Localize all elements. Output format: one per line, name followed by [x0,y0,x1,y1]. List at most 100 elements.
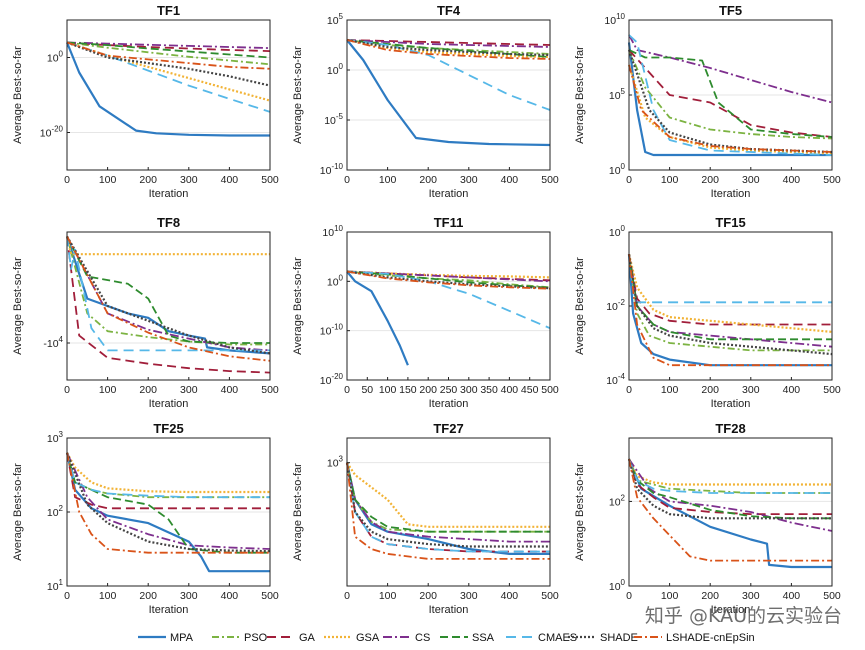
x-tick-label: 300 [742,590,760,602]
series-line-ssa [628,458,832,520]
plot-area [67,232,270,380]
x-tick-label: 500 [541,590,559,602]
series-line-mpa [65,236,271,355]
x-axis-label: Iteration [429,188,469,200]
x-tick-label: 100 [379,384,397,396]
x-tick-label: 400 [783,174,801,186]
x-tick-label: 50 [361,384,373,396]
series-line-gsa [627,64,833,155]
x-tick-label: 400 [221,384,239,396]
series-line-shade [66,41,271,87]
y-tick-label: 100 [47,50,64,65]
series-line-ga [628,458,832,515]
legend-label: SHADE [600,632,638,644]
legend-label: PSO [244,632,268,644]
legend-item-lshade-cnepsin: LSHADE-cnEpSin [634,632,755,644]
y-axis-label: Average Best-so-far [292,257,304,355]
series-line-pso [66,41,271,66]
series-line-gsa [66,41,271,102]
series-line-pso [66,236,270,346]
chart-title: TF25 [153,421,183,436]
series-line-shade [346,38,551,57]
y-tick-label: 103 [327,455,344,470]
series-line-mpa [627,42,832,157]
legend-label: GA [299,632,316,644]
x-tick-label: 300 [460,590,478,602]
y-tick-label: 1010 [604,12,625,27]
series-line-shade [66,235,271,355]
x-axis-label: Iteration [149,188,189,200]
y-tick-label: 10-20 [320,372,344,387]
series-line-mpa [65,42,270,137]
series-line-ga [66,452,270,510]
x-tick-label: 400 [221,174,239,186]
series-line-ssa [66,41,271,59]
chart-title: TF27 [433,421,463,436]
x-tick-label: 200 [701,384,719,396]
y-tick-label: 102 [47,504,64,519]
y-axis-label: Average Best-so-far [292,463,304,561]
series-line-ssa [628,49,833,138]
x-tick-label: 100 [661,174,679,186]
x-tick-label: 300 [180,174,198,186]
series-line-lshade-cnepsin [346,462,550,560]
x-tick-label: 500 [261,174,279,186]
y-axis-label: Average Best-so-far [12,257,24,355]
series-line-ssa [66,235,270,344]
y-tick-label: 10-10 [320,162,344,177]
x-tick-label: 300 [180,590,198,602]
x-tick-label: 200 [139,174,157,186]
x-tick-label: 400 [501,174,519,186]
x-tick-label: 500 [261,590,279,602]
x-axis-label: Iteration [429,604,469,616]
series-line-mpa [346,39,551,147]
y-axis-label: Average Best-so-far [574,463,586,561]
y-tick-label: 100 [327,62,344,77]
series-line-ga [628,254,832,326]
y-axis-label: Average Best-so-far [12,46,24,144]
legend-item-ga: GA [267,632,316,644]
x-tick-label: 500 [823,590,841,602]
x-tick-label: 200 [701,590,719,602]
x-axis-label: Iteration [711,398,751,410]
series-line-shade [627,458,832,520]
chart-title: TF8 [157,215,180,230]
x-tick-label: 0 [64,174,70,186]
x-tick-label: 200 [419,384,437,396]
chart-panel-tf5: 0 100 200 300 400 5001010105100TF5IterationAv… [574,3,841,200]
x-tick-label: 0 [344,590,350,602]
x-tick-label: 200 [139,384,157,396]
y-tick-label: -104 [43,335,63,350]
series-line-mpa [627,254,832,367]
series-line-lshade-cnepsin [66,452,270,554]
series-line-pso [628,49,833,140]
x-tick-label: 150 [399,384,417,396]
axes-frame [628,437,833,587]
plot-area [629,438,832,586]
y-tick-label: 101 [47,578,64,593]
x-tick-label: 100 [379,590,397,602]
x-tick-label: 250 [440,384,458,396]
y-tick-label: 103 [47,430,64,445]
x-tick-label: 400 [783,384,801,396]
x-tick-label: 100 [379,174,397,186]
chart-panel-tf11: 0 50 100 150 200 250 300 350 400 450 500101010010-… [292,215,559,410]
series-line-shade [65,452,271,553]
x-tick-label: 200 [419,590,437,602]
series-line-pso [628,458,832,494]
y-tick-label: 100 [609,224,626,239]
y-tick-label: 105 [609,87,626,102]
series-line-gsa [66,452,270,494]
chart-title: TF28 [715,421,745,436]
x-tick-label: 100 [661,590,679,602]
x-tick-label: 400 [783,590,801,602]
y-axis-label: Average Best-so-far [292,46,304,144]
chart-title: TF1 [157,3,180,18]
series-line-gsa [346,462,550,528]
legend-label: SSA [472,632,495,644]
x-tick-label: 100 [661,384,679,396]
series-line-cmaes [346,39,551,111]
series-line-mpa [346,270,409,366]
x-tick-label: 450 [521,384,539,396]
chart-panel-tf27: 0 100 200 300 400 500 103 TF27 Iteration Average … [292,421,559,616]
